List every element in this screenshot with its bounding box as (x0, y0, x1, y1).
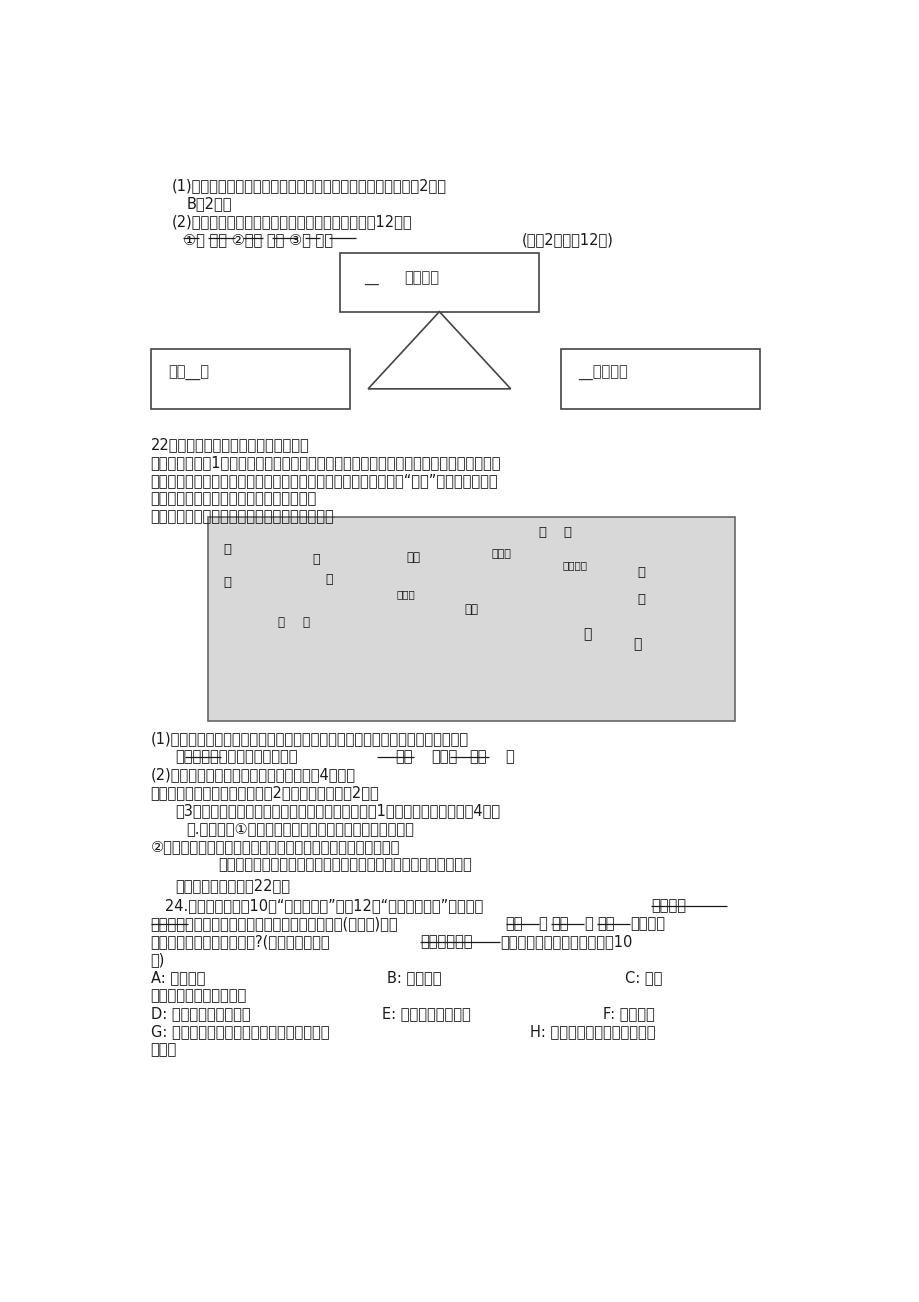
Text: (1)凯撒大帝的丝袍是通过材料二中的这条中西通道得到的，请说出这条通道的：: (1)凯撒大帝的丝袍是通过材料二中的这条中西通道得到的，请说出这条通道的： (151, 730, 469, 746)
Text: 于阗: 于阗 (464, 603, 478, 616)
Text: 表格，对秦始皇和汉武帝加强中央集权的主要史实(见下面)，从: 表格，对秦始皇和汉武帝加强中央集权的主要史实(见下面)，从 (151, 917, 398, 931)
Text: 安: 安 (277, 616, 284, 629)
Text: 分类整理归纳，应如何完成?(主要史实只需将: 分类整理归纳，应如何完成?(主要史实只需将 (151, 935, 330, 949)
Text: (2)结合右图将下列三国鼎立的示意图补充完整：（12分）: (2)结合右图将下列三国鼎立的示意图补充完整：（12分） (172, 215, 413, 229)
Text: A: 治理黄河: A: 治理黄河 (151, 970, 205, 986)
Text: 22．阅读下列材料和路线图回答问题：: 22．阅读下列材料和路线图回答问题： (151, 437, 309, 452)
Text: 方面进行: 方面进行 (630, 917, 664, 931)
FancyBboxPatch shape (151, 349, 350, 409)
Text: （只要言之有理，并正确表述两层符合题意的相关理由即可得分）: （只要言之有理，并正确表述两层符合题意的相关理由即可得分） (218, 857, 471, 872)
Text: 经济: 经济 (550, 917, 568, 931)
Text: 长: 长 (637, 566, 644, 579)
Text: 长安: 长安 (395, 749, 413, 764)
Text: B: 焚书坑儒: B: 焚书坑儒 (387, 970, 441, 986)
Text: 秦: 秦 (223, 575, 232, 589)
Text: (每空2分，共12分): (每空2分，共12分) (521, 233, 613, 247)
Text: 促进了中外（或东西方）经济（2分）和文化交流（2分）: 促进了中外（或东西方）经济（2分）和文化交流（2分） (151, 785, 379, 799)
Text: 蜀（__）: 蜀（__） (168, 366, 210, 380)
Text: 材料二：下图是古代著名中西陆上交通示意图：: 材料二：下图是古代著名中西陆上交通示意图： (151, 509, 334, 525)
Text: (2)图中这条通道在当时发挥了什么作用（4分）？: (2)图中这条通道在当时发挥了什么作用（4分）？ (151, 767, 356, 781)
Text: 西: 西 (582, 628, 591, 642)
Text: 居: 居 (324, 573, 333, 586)
Text: 材料一：公元前1世纪的某一天，古罗马的执政官凯撒大帝穿着灿若朝霞的丝织长袍进入剧: 材料一：公元前1世纪的某一天，古罗马的执政官凯撒大帝穿着灿若朝霞的丝织长袍进入剧 (151, 454, 501, 470)
Text: 24.雪山同学学完第10课“秦王扫六合”和第12课“大一统的汉朝”后，决定: 24.雪山同学学完第10课“秦王扫六合”和第12课“大一统的汉朝”后，决定 (151, 898, 482, 913)
Text: 相应字母代号: 相应字母代号 (420, 935, 472, 949)
Text: 场，在场的百官以及贵夫人们惊叹声此起彼伏，觉得凯撒大帝简直“帅呆”了。于是穿中国: 场，在场的百官以及贵夫人们惊叹声此起彼伏，觉得凯撒大帝简直“帅呆”了。于是穿中国 (151, 473, 498, 488)
FancyBboxPatch shape (560, 349, 759, 409)
Text: __（孙权）: __（孙权） (578, 366, 628, 380)
Text: 匈    奴: 匈 奴 (539, 526, 572, 539)
Text: 、: 、 (538, 917, 547, 931)
Text: D: 罢黜百家，独尊儒术: D: 罢黜百家，独尊儒术 (151, 1006, 250, 1021)
Text: 息: 息 (302, 616, 310, 629)
Text: __: __ (364, 270, 379, 285)
Text: 文化: 文化 (596, 917, 614, 931)
Polygon shape (368, 311, 510, 389)
Text: 大秦: 大秦 (469, 749, 486, 764)
Text: B（2分）: B（2分） (186, 197, 232, 211)
Text: 东: 东 (312, 553, 320, 566)
Text: G: 允许诸王分封自己土地，削弱诸侯国势力: G: 允许诸王分封自己土地，削弱诸侯国势力 (151, 1025, 329, 1039)
Text: 。: 。 (505, 749, 513, 764)
Text: （3）这条通道对我们今天的现实生活还有价值吗（1分）？说出你的理由（4分）: （3）这条通道对我们今天的现实生活还有价值吗（1分）？说出你的理由（4分） (176, 803, 500, 818)
Text: E: 统一货币、度量衡: E: 统一货币、度量衡 (382, 1006, 471, 1021)
Text: C: 铸币: C: 铸币 (624, 970, 662, 986)
Text: 、: 、 (584, 917, 592, 931)
Text: 三、探究与实践（共22分）: 三、探究与实践（共22分） (176, 878, 290, 893)
Text: 疏勒: 疏勒 (405, 551, 420, 564)
Text: 大: 大 (223, 543, 232, 556)
Text: 填入你设计的表格中即可，共10: 填入你设计的表格中即可，共10 (500, 935, 631, 949)
Text: 设计一张: 设计一张 (651, 898, 686, 913)
Text: 安: 安 (637, 592, 644, 605)
FancyBboxPatch shape (339, 254, 539, 311)
Text: 政治: 政治 (505, 917, 523, 931)
Text: ，西至: ，西至 (430, 749, 457, 764)
Text: 河西走廊: 河西走廊 (562, 560, 586, 570)
Text: 权和盐铁经营权收归中央: 权和盐铁经营权收归中央 (151, 988, 246, 1004)
Text: 汉: 汉 (633, 638, 641, 651)
Text: (1)图中哪个字母是表示促使三国鼎立局面形成的著名战场？（2分）: (1)图中哪个字母是表示促使三国鼎立局面形成的著名战场？（2分） (172, 178, 447, 193)
Text: 权制度: 权制度 (151, 1043, 176, 1057)
Text: 有.理由：例①丝绸之路在今天仍是中西交往重要交通通道: 有.理由：例①丝绸之路在今天仍是中西交往重要交通通道 (186, 822, 414, 836)
Text: F: 统一文字: F: 统一文字 (603, 1006, 654, 1021)
Text: H: 创立封建专制主义的中央集: H: 创立封建专制主义的中央集 (529, 1025, 654, 1039)
Text: 分): 分) (151, 952, 165, 967)
Text: ①魏 洛阳 ②刘备 成都 ③吴 建业: ①魏 洛阳 ②刘备 成都 ③吴 建业 (183, 233, 333, 247)
Text: （曹丕）: （曹丕） (403, 270, 438, 285)
Text: 玉门关: 玉门关 (491, 549, 511, 560)
FancyBboxPatch shape (208, 517, 734, 721)
Text: 锦衣绣服，成为当时男女贵族的流行时尚。: 锦衣绣服，成为当时男女贵族的流行时尚。 (151, 491, 316, 506)
Text: ②丝绸之路在我国当今对外经济文化交流中仍然发挥着重要作用: ②丝绸之路在我国当今对外经济文化交流中仍然发挥着重要作用 (151, 838, 400, 854)
Text: 大月氏: 大月氏 (396, 590, 414, 599)
Text: 名称：丝绸之路，当时东起中国: 名称：丝绸之路，当时东起中国 (176, 749, 298, 764)
